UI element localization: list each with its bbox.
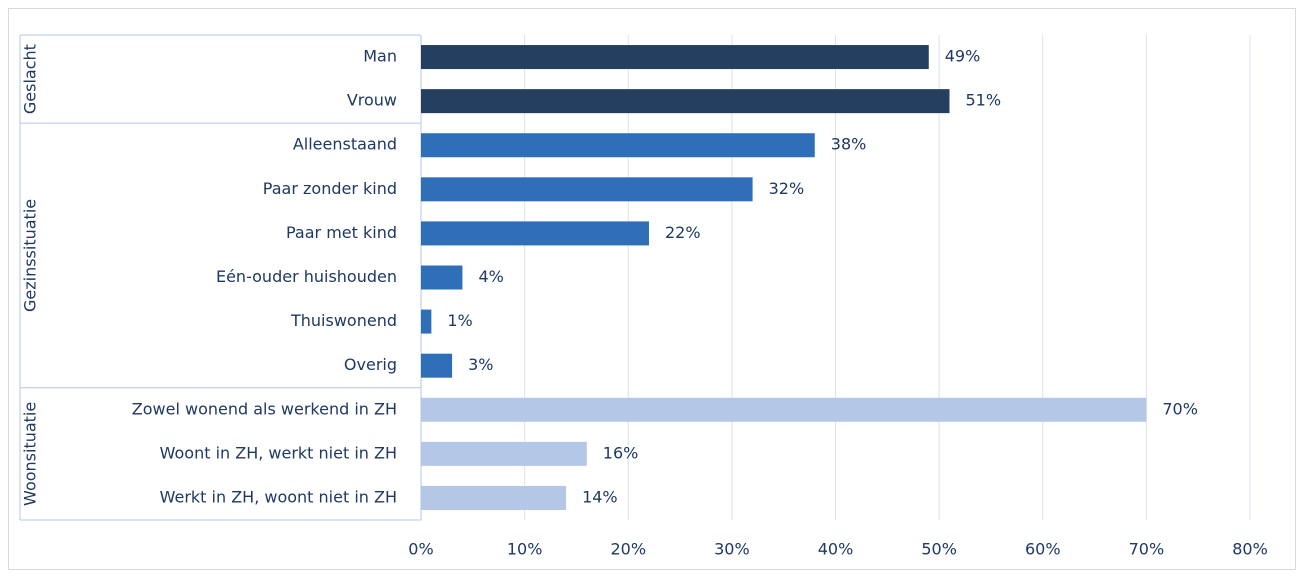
bar — [421, 309, 432, 334]
data-label: 38% — [831, 135, 867, 154]
y-tick-label: Vrouw — [347, 91, 397, 110]
x-tick-label: 60% — [1025, 540, 1061, 559]
bar — [421, 485, 567, 510]
y-tick-label: Man — [363, 47, 397, 66]
y-tick-label: Paar zonder kind — [263, 179, 397, 198]
y-tick-label: Thuiswonend — [290, 311, 397, 330]
x-tick-label: 10% — [507, 540, 543, 559]
group-label: Gezinssituatie — [21, 199, 40, 312]
bar — [421, 45, 929, 70]
x-tick-label: 30% — [714, 540, 750, 559]
data-label: 14% — [582, 487, 618, 506]
data-label: 32% — [769, 179, 805, 198]
x-tick-label: 20% — [610, 540, 646, 559]
y-tick-label: Woont in ZH, werkt niet in ZH — [160, 443, 397, 462]
data-label: 16% — [603, 443, 639, 462]
data-label: 3% — [468, 355, 493, 374]
group-label: Woonsituatie — [21, 402, 40, 506]
data-label: 49% — [945, 47, 981, 66]
bar — [421, 221, 649, 246]
bar — [421, 353, 453, 378]
data-label: 51% — [965, 91, 1001, 110]
bar — [421, 89, 950, 114]
bar — [421, 177, 753, 202]
bar — [421, 441, 587, 466]
data-label: 22% — [665, 223, 701, 242]
y-tick-label: Werkt in ZH, woont niet in ZH — [160, 487, 397, 506]
bar — [421, 397, 1147, 422]
y-tick-label: Zowel wonend als werkend in ZH — [132, 399, 397, 418]
y-tick-label: Alleenstaand — [293, 135, 397, 154]
bar — [421, 265, 463, 290]
x-tick-label: 40% — [818, 540, 854, 559]
data-label: 70% — [1162, 399, 1198, 418]
data-label: 1% — [447, 311, 472, 330]
chart-border — [8, 8, 1296, 570]
x-tick-label: 70% — [1129, 540, 1165, 559]
data-label: 4% — [478, 267, 503, 286]
x-tick-label: 0% — [408, 540, 433, 559]
bar — [421, 133, 815, 158]
group-label: Geslacht — [21, 44, 40, 114]
x-tick-label: 50% — [921, 540, 957, 559]
y-tick-label: Eén-ouder huishouden — [216, 267, 397, 286]
y-tick-label: Paar met kind — [286, 223, 397, 242]
y-tick-label: Overig — [344, 355, 397, 374]
x-tick-label: 80% — [1232, 540, 1268, 559]
